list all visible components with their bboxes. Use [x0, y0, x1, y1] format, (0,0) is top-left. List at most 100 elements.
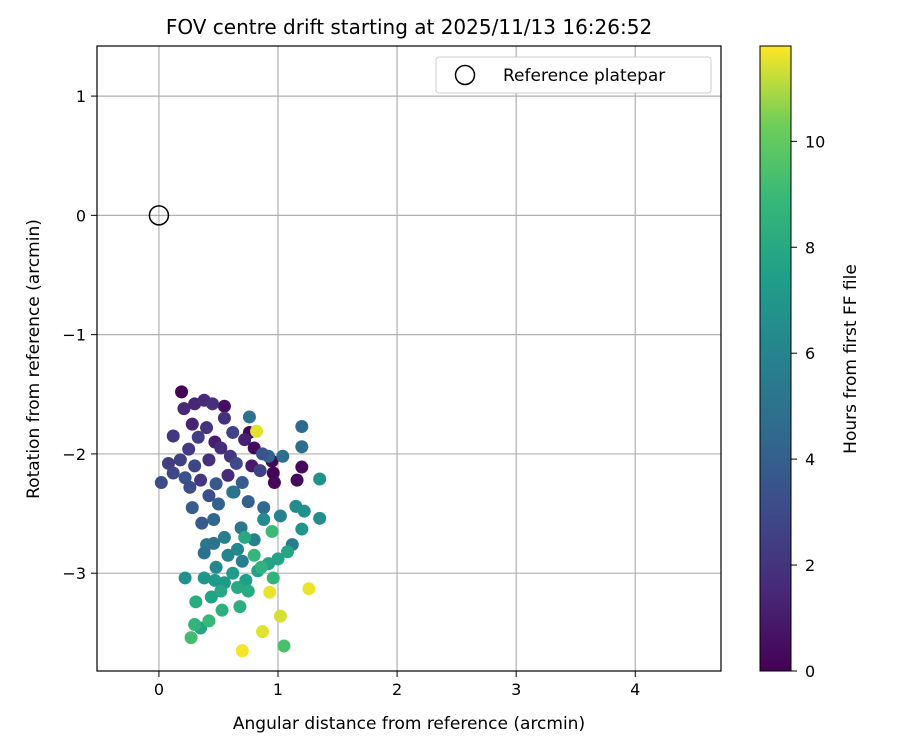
data-point — [313, 511, 327, 525]
data-point — [197, 546, 211, 560]
data-point — [188, 459, 202, 473]
data-point — [202, 453, 216, 467]
data-point — [217, 411, 231, 425]
reference-platepar-marker — [148, 205, 170, 226]
x-tick-label: 0 — [154, 680, 164, 699]
data-point — [277, 639, 291, 653]
legend-box — [435, 56, 712, 94]
data-point — [166, 429, 180, 443]
data-point — [184, 631, 198, 645]
colorbar-tick-label: 10 — [805, 132, 825, 151]
data-point — [257, 513, 271, 527]
data-point — [235, 554, 249, 568]
data-point — [185, 417, 199, 431]
data-point — [295, 440, 309, 454]
data-point — [235, 644, 249, 658]
y-tick-label: −3 — [62, 564, 86, 583]
colorbar-tick-label: 8 — [805, 238, 815, 257]
data-points — [154, 385, 327, 658]
data-point — [229, 456, 243, 470]
data-point — [313, 472, 327, 486]
data-point — [202, 614, 216, 628]
data-point — [281, 545, 295, 559]
colorbar-gradient — [759, 45, 792, 672]
data-point — [209, 477, 223, 491]
data-point — [221, 468, 235, 482]
data-point — [217, 399, 231, 413]
data-point — [206, 397, 220, 411]
colorbar-tick-label: 2 — [805, 556, 815, 575]
data-point — [226, 425, 240, 439]
colorbar: 0 2 4 6 8 10 Hours from first FF file — [759, 45, 861, 681]
data-point — [233, 600, 247, 614]
x-tick-label: 3 — [511, 680, 521, 699]
legend-label: Reference platepar — [503, 66, 665, 86]
data-point — [256, 447, 270, 461]
data-point — [194, 473, 208, 487]
data-point — [197, 571, 211, 585]
data-point — [221, 548, 235, 562]
data-point — [266, 466, 280, 480]
y-tick-label: −2 — [62, 445, 86, 464]
y-axis-label: Rotation from reference (arcmin) — [24, 219, 44, 499]
data-point — [215, 603, 229, 617]
colorbar-ticks: 0 2 4 6 8 10 — [791, 132, 825, 681]
colorbar-label: Hours from first FF file — [841, 264, 861, 454]
data-point — [166, 466, 180, 480]
data-point — [177, 402, 191, 416]
data-point — [191, 430, 205, 444]
data-point — [266, 571, 280, 585]
data-point — [204, 590, 218, 604]
data-point — [241, 584, 255, 598]
data-point — [254, 560, 268, 574]
data-point — [175, 385, 189, 399]
data-point — [188, 617, 202, 631]
legend: Reference platepar — [435, 56, 712, 94]
data-point — [253, 464, 267, 478]
data-point — [242, 410, 256, 424]
data-point — [302, 582, 316, 596]
data-point — [235, 476, 249, 490]
data-point — [183, 480, 197, 494]
data-point — [182, 442, 196, 456]
colorbar-tick-label: 6 — [805, 344, 815, 363]
x-tick-label: 1 — [273, 680, 283, 699]
data-point — [271, 552, 285, 566]
x-tick-label: 2 — [392, 680, 402, 699]
legend-marker-icon — [454, 64, 476, 86]
y-tick-label: 0 — [76, 206, 86, 225]
data-point — [226, 566, 240, 580]
y-axis-ticks: 1 0 −1 −2 −3 — [62, 87, 97, 583]
data-point — [263, 585, 277, 599]
data-point — [217, 530, 231, 544]
data-point — [276, 449, 290, 463]
data-point — [214, 584, 228, 598]
data-point — [185, 501, 199, 515]
data-point — [250, 424, 264, 438]
data-point — [214, 441, 228, 455]
data-point — [207, 513, 221, 527]
data-point — [290, 473, 304, 487]
grid-lines — [97, 46, 721, 671]
data-point — [195, 516, 209, 530]
colorbar-tick-label: 0 — [805, 662, 815, 681]
data-point — [295, 419, 309, 433]
data-point — [211, 497, 225, 511]
data-point — [295, 460, 309, 474]
data-point — [207, 536, 221, 550]
chart-title: FOV centre drift starting at 2025/11/13 … — [166, 15, 652, 39]
data-point — [273, 609, 287, 623]
data-point — [273, 509, 287, 523]
y-tick-label: −1 — [62, 326, 86, 345]
data-point — [238, 530, 252, 544]
data-point — [189, 595, 203, 609]
data-point — [247, 548, 261, 562]
x-axis-ticks: 0 1 2 3 4 — [154, 671, 640, 699]
data-point — [257, 501, 271, 515]
data-point — [173, 453, 187, 467]
data-point — [265, 524, 279, 538]
y-tick-label: 1 — [76, 87, 86, 106]
data-point — [154, 476, 168, 490]
data-point — [178, 571, 192, 585]
